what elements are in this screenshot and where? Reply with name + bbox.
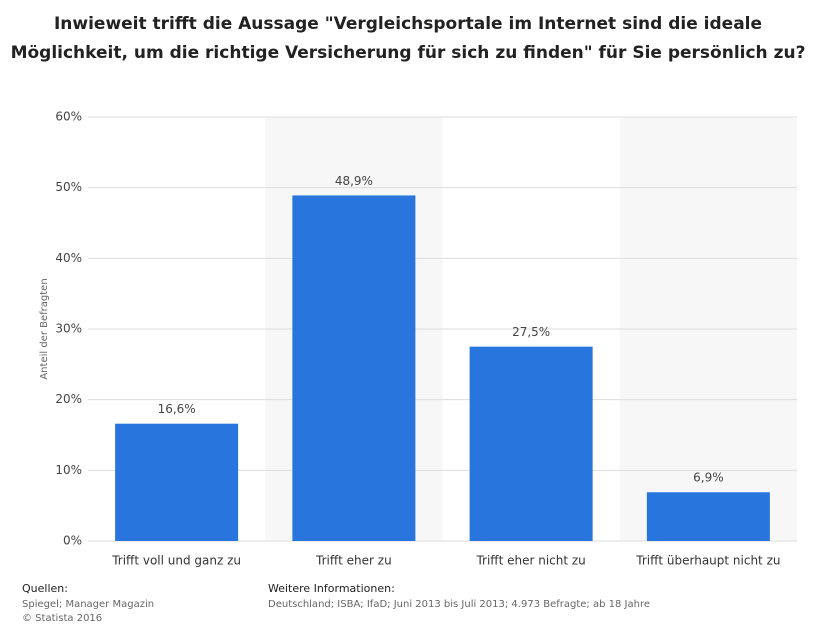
value-label: 16,6% [158,402,196,416]
value-label: 6,9% [693,471,724,485]
y-axis-label: Anteil der Befragten [39,278,50,379]
y-tick-label: 40% [55,251,82,265]
bar [646,492,770,541]
info-heading: Weitere Informationen: [268,582,395,595]
y-tick-label: 10% [55,463,82,477]
copyright: © Statista 2016 [22,613,102,624]
value-label: 27,5% [512,325,550,339]
bar [115,423,239,541]
x-tick-label: Trifft überhaupt nicht zu [635,554,780,568]
y-tick-label: 50% [55,180,82,194]
sources: Spiegel; Manager Magazin [22,599,154,610]
y-tick-label: 30% [55,322,82,336]
info: Deutschland; ISBA; IfaD; Juni 2013 bis J… [268,599,650,610]
bar [292,195,416,541]
value-label: 48,9% [335,174,373,188]
x-tick-label: Trifft eher nicht zu [475,554,585,568]
x-tick-label: Trifft voll und ganz zu [111,554,241,568]
y-tick-label: 0% [63,534,82,548]
chart-title: Inwieweit trifft die Aussage "Vergleichs… [10,14,806,63]
x-tick-label: Trifft eher zu [315,554,392,568]
y-tick-label: 60% [55,110,82,124]
bar [469,346,593,541]
y-tick-label: 20% [55,392,82,406]
sources-heading: Quellen: [22,582,68,595]
